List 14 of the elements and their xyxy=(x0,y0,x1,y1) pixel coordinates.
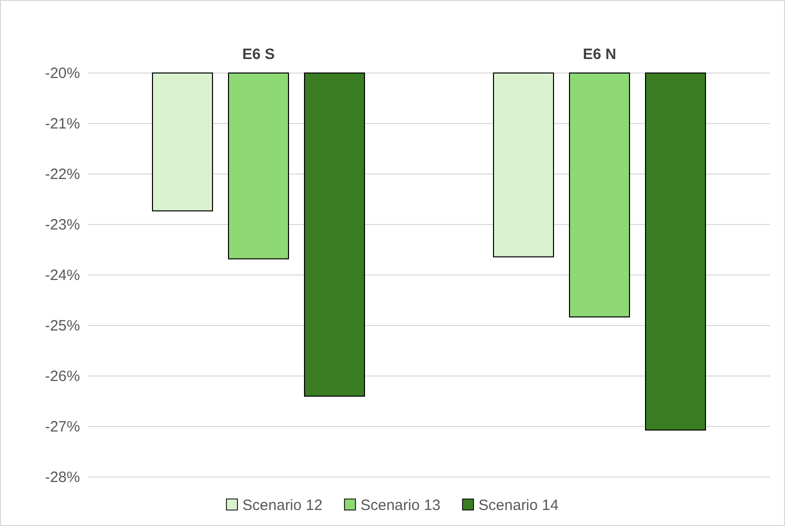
legend-label: Scenario 14 xyxy=(478,497,559,514)
y-tick-label: -25% xyxy=(44,317,80,334)
y-tick-label: -27% xyxy=(44,418,80,436)
legend-label: Scenario 13 xyxy=(360,497,441,514)
legend-label: Scenario 12 xyxy=(242,497,322,514)
y-tick-label: -21% xyxy=(44,115,80,132)
y-tick-label: -26% xyxy=(44,368,80,385)
x-tick-label: E6 N xyxy=(582,46,616,63)
x-tick-label: E6 S xyxy=(242,46,275,63)
y-tick-label: -22% xyxy=(44,166,80,183)
y-tick-label: -23% xyxy=(44,216,80,234)
y-tick-label: -28% xyxy=(44,468,80,486)
y-tick-label: -20% xyxy=(44,64,80,82)
y-tick-label: -24% xyxy=(44,266,80,284)
